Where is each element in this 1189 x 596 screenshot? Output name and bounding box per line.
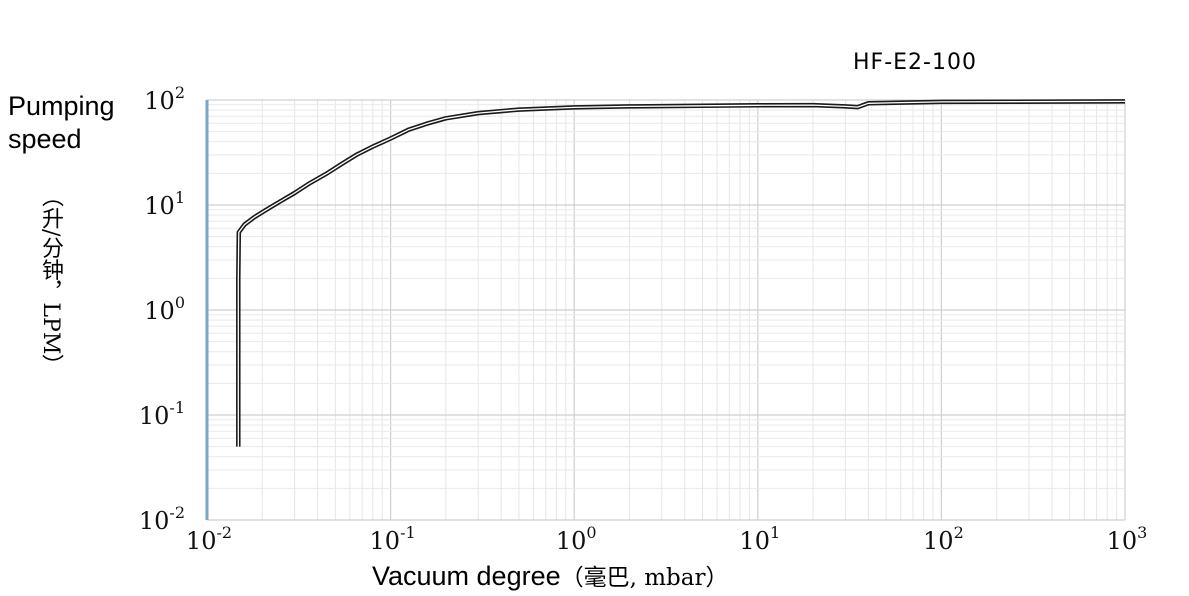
y-tick-label: 102 [144,83,185,115]
x-tick-label: 100 [556,523,597,555]
x-axis-label: Vacuum degree [372,561,561,591]
y-tick-label: 10-1 [139,398,185,430]
x-tick-label: 103 [1107,523,1148,555]
y-tick-label: 100 [144,293,185,325]
x-axis-label-container: Vacuum degree（毫巴, mbar） [372,558,729,592]
x-tick-label: 102 [923,523,964,555]
series-layer [236,99,1126,447]
x-tick-label: 10-1 [370,523,416,555]
x-tick-label: 10-2 [186,523,232,555]
series-line-inner [237,100,1126,447]
x-axis-unit-label: （毫巴, mbar） [560,565,729,591]
chart-title: HF-E2-100 [853,50,977,75]
y-axis-unit-label: （升/分钟，LPM） [38,185,63,377]
x-tick-label: 101 [739,523,780,555]
y-tick-label: 101 [144,188,185,220]
grid-lines [206,99,1126,521]
tick-labels: 10-2 10-1 100 101 102 103 102 101 100 10-1 10-2 [139,83,1148,555]
y-axis-label: Pumping speed [8,91,115,154]
series-line-outline [236,99,1126,447]
y-tick-label: 10-2 [139,503,185,535]
